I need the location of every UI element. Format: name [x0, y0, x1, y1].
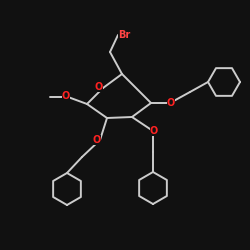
- Text: O: O: [95, 82, 103, 92]
- Text: O: O: [167, 98, 175, 108]
- Text: Br: Br: [118, 30, 130, 40]
- Text: O: O: [62, 91, 70, 101]
- Text: O: O: [93, 135, 101, 145]
- Text: O: O: [150, 126, 158, 136]
